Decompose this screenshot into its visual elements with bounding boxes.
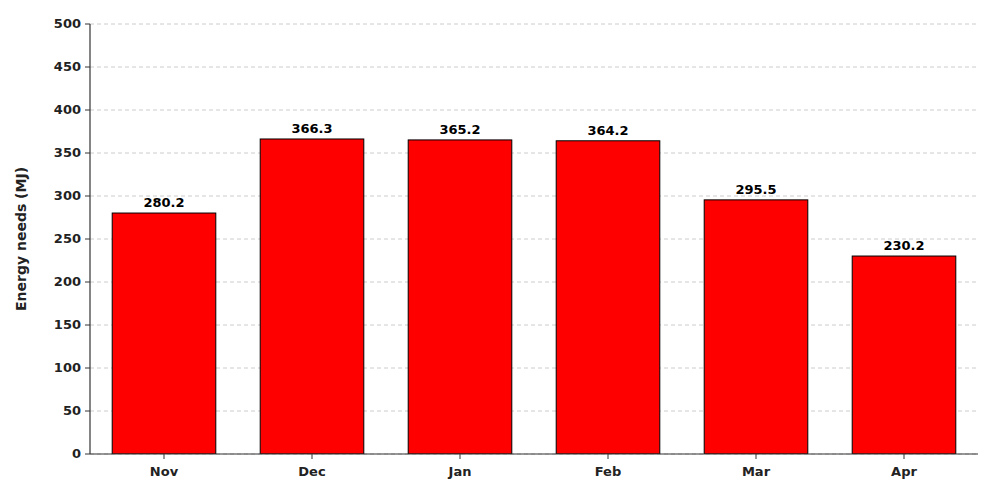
data-label: 365.2: [439, 122, 480, 137]
data-label: 230.2: [883, 238, 924, 253]
x-tick-label: Dec: [298, 464, 325, 479]
data-label: 295.5: [735, 182, 776, 197]
y-tick: [85, 24, 90, 25]
y-tick: [85, 153, 90, 154]
chart: 0 50 100 150 200 250 300 350 400 450 500 280.2 366.3…: [0, 0, 998, 498]
grid-line: [90, 110, 978, 111]
y-tick: [85, 196, 90, 197]
grid-line: [90, 411, 978, 412]
bar: [112, 213, 216, 454]
chart-container: 0 50 100 150 200 250 300 350 400 450 500 280.2 366.3…: [0, 0, 998, 498]
x-tick: [312, 454, 313, 459]
y-tick: [85, 454, 90, 455]
data-label: 280.2: [143, 195, 184, 210]
y-tick-label: 0: [72, 446, 81, 461]
y-tick-label: 150: [54, 317, 81, 332]
x-tick-label: Jan: [448, 464, 472, 479]
grid-line: [90, 153, 978, 154]
grid-line: [90, 24, 978, 25]
bar: [260, 139, 364, 454]
bar: [704, 200, 808, 454]
y-tick-label: 300: [54, 188, 81, 203]
y-tick: [85, 239, 90, 240]
grid-line: [90, 454, 978, 455]
y-tick-label: 500: [54, 16, 81, 31]
x-tick: [608, 454, 609, 459]
x-tick-label: Apr: [891, 464, 917, 479]
grid-line: [90, 67, 978, 68]
y-tick-label: 200: [54, 274, 81, 289]
y-tick-label: 450: [54, 59, 81, 74]
grid: [90, 24, 978, 454]
bars: [112, 139, 956, 454]
y-tick-label: 50: [63, 403, 81, 418]
y-axis: 0 50 100 150 200 250 300 350 400 450 500: [54, 16, 90, 461]
bar: [852, 256, 956, 454]
grid-line: [90, 325, 978, 326]
y-tick: [85, 368, 90, 369]
x-tick-label: Feb: [595, 464, 621, 479]
page: {"chart_data": {"type": "bar", "categori…: [0, 0, 998, 498]
y-axis-label: Energy needs (MJ): [13, 167, 29, 311]
data-label: 364.2: [587, 123, 628, 138]
y-tick-label: 400: [54, 102, 81, 117]
y-axis-line: [89, 24, 90, 454]
x-tick: [756, 454, 757, 459]
x-axis-line: [90, 453, 978, 454]
y-tick: [85, 67, 90, 68]
x-tick: [904, 454, 905, 459]
y-tick-label: 250: [54, 231, 81, 246]
data-label: 366.3: [291, 121, 332, 136]
grid-line: [90, 282, 978, 283]
x-tick: [164, 454, 165, 459]
y-tick-label: 350: [54, 145, 81, 160]
grid-line: [90, 196, 978, 197]
x-tick-label: Nov: [150, 464, 179, 479]
y-tick: [85, 325, 90, 326]
y-tick-label: 100: [54, 360, 81, 375]
x-tick: [460, 454, 461, 459]
grid-line: [90, 368, 978, 369]
x-tick-label: Mar: [742, 464, 771, 479]
bar: [556, 141, 660, 454]
grid-line: [90, 239, 978, 240]
y-tick: [85, 110, 90, 111]
bar: [408, 140, 512, 454]
y-tick: [85, 282, 90, 283]
x-axis: Nov Dec Jan Feb Mar Apr: [90, 454, 978, 479]
data-labels: 280.2 366.3 365.2 364.2 295.5 230.2: [143, 121, 924, 253]
y-tick: [85, 411, 90, 412]
